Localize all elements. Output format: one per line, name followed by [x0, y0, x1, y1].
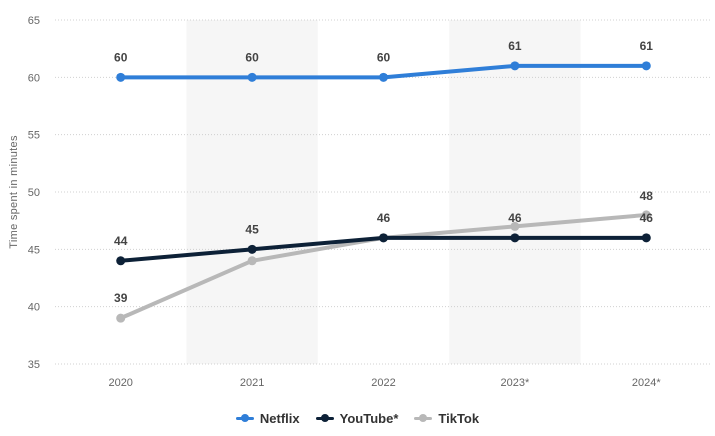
y-tick-label-55: 55	[28, 130, 40, 142]
y-tick-label-60: 60	[28, 72, 40, 84]
data-point-youtube-3	[510, 233, 520, 243]
data-label-netflix-0: 60	[114, 50, 128, 64]
x-tick-label-0: 2020	[108, 377, 132, 389]
data-point-youtube-4	[641, 233, 651, 243]
legend-swatch-youtube	[315, 413, 334, 425]
data-point-netflix-2	[379, 72, 388, 82]
data-label-youtube-3: 46	[508, 211, 522, 225]
data-point-netflix-4	[641, 61, 651, 71]
data-point-netflix-1	[247, 72, 257, 82]
data-point-youtube-1	[247, 244, 257, 254]
legend-swatch-netflix	[235, 413, 254, 425]
y-tick-label-35: 35	[28, 359, 40, 371]
data-label-tiktok-0: 39	[114, 291, 128, 305]
legend-swatch-tiktok	[414, 413, 433, 425]
data-point-youtube-0	[116, 256, 126, 266]
data-point-tiktok-1	[247, 256, 257, 266]
data-label-youtube-0: 44	[114, 234, 128, 248]
data-point-youtube-2	[379, 233, 388, 243]
data-point-netflix-3	[510, 61, 520, 71]
y-tick-label-40: 40	[28, 302, 40, 314]
data-label-tiktok-4: 48	[640, 189, 654, 203]
y-tick-label-50: 50	[28, 187, 40, 199]
x-tick-label-1: 2021	[240, 377, 264, 389]
legend: Netflix YouTube* TikTok	[0, 411, 715, 426]
data-label-youtube-2: 46	[377, 211, 391, 225]
data-label-netflix-4: 61	[640, 39, 654, 53]
y-tick-label-65: 65	[28, 15, 40, 27]
data-label-youtube-4: 46	[640, 211, 654, 225]
legend-label-tiktok: TikTok	[438, 411, 480, 426]
data-point-tiktok-0	[116, 313, 126, 323]
data-point-netflix-0	[116, 72, 126, 82]
data-point-tiktok-3	[510, 221, 520, 231]
data-label-netflix-3: 61	[508, 39, 522, 53]
x-tick-label-2: 2022	[371, 377, 395, 389]
data-label-netflix-2: 60	[377, 50, 391, 64]
data-label-youtube-1: 45	[245, 222, 259, 236]
y-tick-label-45: 45	[28, 244, 40, 256]
y-axis-title: Time spent in minutes	[8, 135, 20, 249]
legend-label-youtube: YouTube*	[339, 411, 399, 426]
data-point-tiktok-4	[641, 210, 651, 220]
data-label-netflix-1: 60	[245, 50, 259, 64]
legend-item-netflix[interactable]: Netflix	[235, 411, 300, 426]
legend-item-tiktok[interactable]: TikTok	[414, 411, 479, 426]
x-tick-label-3: 2023*	[501, 377, 530, 389]
x-tick-label-4: 2024*	[632, 377, 661, 389]
legend-item-youtube[interactable]: YouTube*	[315, 411, 399, 426]
legend-label-netflix: Netflix	[259, 411, 300, 426]
